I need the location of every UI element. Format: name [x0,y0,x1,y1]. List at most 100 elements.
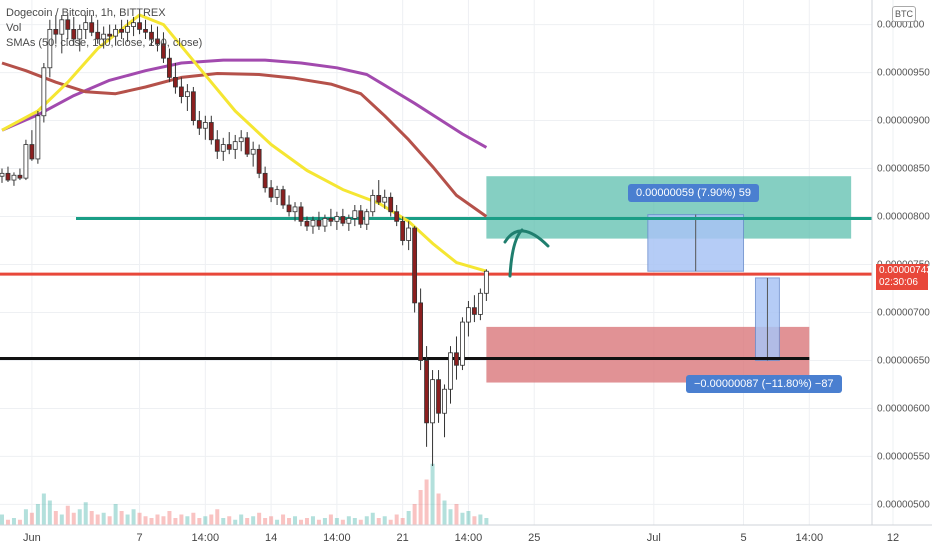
candle-body [184,91,190,97]
countdown: 02:30:06 [879,277,918,288]
candle-body [107,33,113,37]
candle [35,110,41,164]
volume-bar [454,504,459,525]
candle [47,19,53,78]
volume-bar [35,504,40,525]
volume-bar [316,519,321,525]
arrow-drawing[interactable] [503,228,550,278]
candle [298,202,304,227]
volume-bar [167,511,172,525]
volume-bar [83,502,88,525]
volume-bar [382,516,387,525]
volume-bar [293,516,298,525]
x-tick-label: 14:00 [323,532,351,544]
candle [436,370,441,423]
candle [358,205,364,229]
volume-bar [65,505,70,525]
volume-bar [269,516,274,525]
volume-bar [221,518,226,525]
volume-bar [424,479,429,525]
candle [226,132,232,155]
volume-bar [203,516,208,525]
x-tick-label: 5 [740,532,746,544]
volume-bar [418,490,423,525]
candle [477,288,483,321]
candle [214,130,220,159]
candle [328,208,334,227]
candle [334,211,340,230]
y-tick-label: 0.0000100 [877,20,925,31]
volume-bar [41,493,46,525]
horizontal-lines[interactable] [0,216,872,361]
long-measure-label[interactable]: 0.00000059 (7.90%) 59 [628,184,759,202]
x-axis[interactable]: Jun 7 14:00 14 14:00 21 14:00 25 Jul 5 14:00 12 [0,524,932,544]
volume-bar [161,516,166,525]
position-zones[interactable] [486,176,852,383]
volume-bars [0,463,489,525]
candle-body [250,148,256,155]
candle [466,300,471,337]
volume-bar [53,511,58,525]
candle [208,115,214,145]
candle-body [406,227,412,241]
candle [418,288,424,371]
candle-body [23,144,29,179]
volume-bar [155,514,160,525]
candle-body [65,19,71,30]
candle [460,317,465,371]
candle [17,168,23,181]
candle-body [178,86,184,97]
candle-body [364,211,370,225]
volume-bar [131,509,136,525]
volume-bar [185,516,190,525]
candle-body [304,220,310,227]
volume-bar [304,518,309,525]
volume-bar [119,511,124,525]
candle-body [418,302,424,361]
current-price-tag: 0.00000743 02:30:06 [876,264,932,290]
candle [340,208,346,227]
volume-bar [191,512,196,525]
y-tick-label: 0.00000950 [877,68,930,79]
y-tick-label: 0.00000550 [877,451,930,462]
volume-bar [179,514,184,525]
sma-legend[interactable]: SMAs (50, close, 100, close, 200, close) [6,37,203,49]
volume-bar [322,518,327,525]
candle-body [208,122,214,141]
candle-body [274,189,280,198]
candle-body [35,115,41,160]
candle [0,168,5,183]
candle-body [89,22,95,33]
candle [442,384,447,438]
candle [83,15,89,39]
candle-body [71,28,77,40]
candle-body [137,22,142,30]
candle [364,208,370,230]
candle [202,115,208,140]
candle-body [352,210,358,219]
candle-body [436,379,441,414]
volume-bar [352,518,357,525]
candle [190,86,196,126]
candle-body [448,352,453,390]
volume-bar [346,516,351,525]
candle-body [161,43,166,59]
symbol-title[interactable]: Dogecoin / Bitcoin, 1h, BITTREX [6,7,166,19]
y-axis[interactable]: 0.0000100 0.00000950 0.00000900 0.00000850 0… [871,0,930,525]
x-tick-label: 12 [887,532,899,544]
y-tick-label: 0.00000900 [877,116,930,127]
volume-bar [394,514,399,525]
candle [454,336,459,380]
candle-body [280,189,286,206]
volume-legend[interactable]: Vol [6,22,22,34]
x-tick-label: 14:00 [192,532,220,544]
candle-body [125,26,130,33]
volume-bar [281,514,286,525]
volume-bar [209,514,214,525]
candle [178,77,184,104]
short-measure-label[interactable]: −0.00000087 (−11.80%) −87 [686,375,842,393]
candle [424,346,429,447]
volume-bar [47,500,52,525]
volume-bar [299,519,303,525]
